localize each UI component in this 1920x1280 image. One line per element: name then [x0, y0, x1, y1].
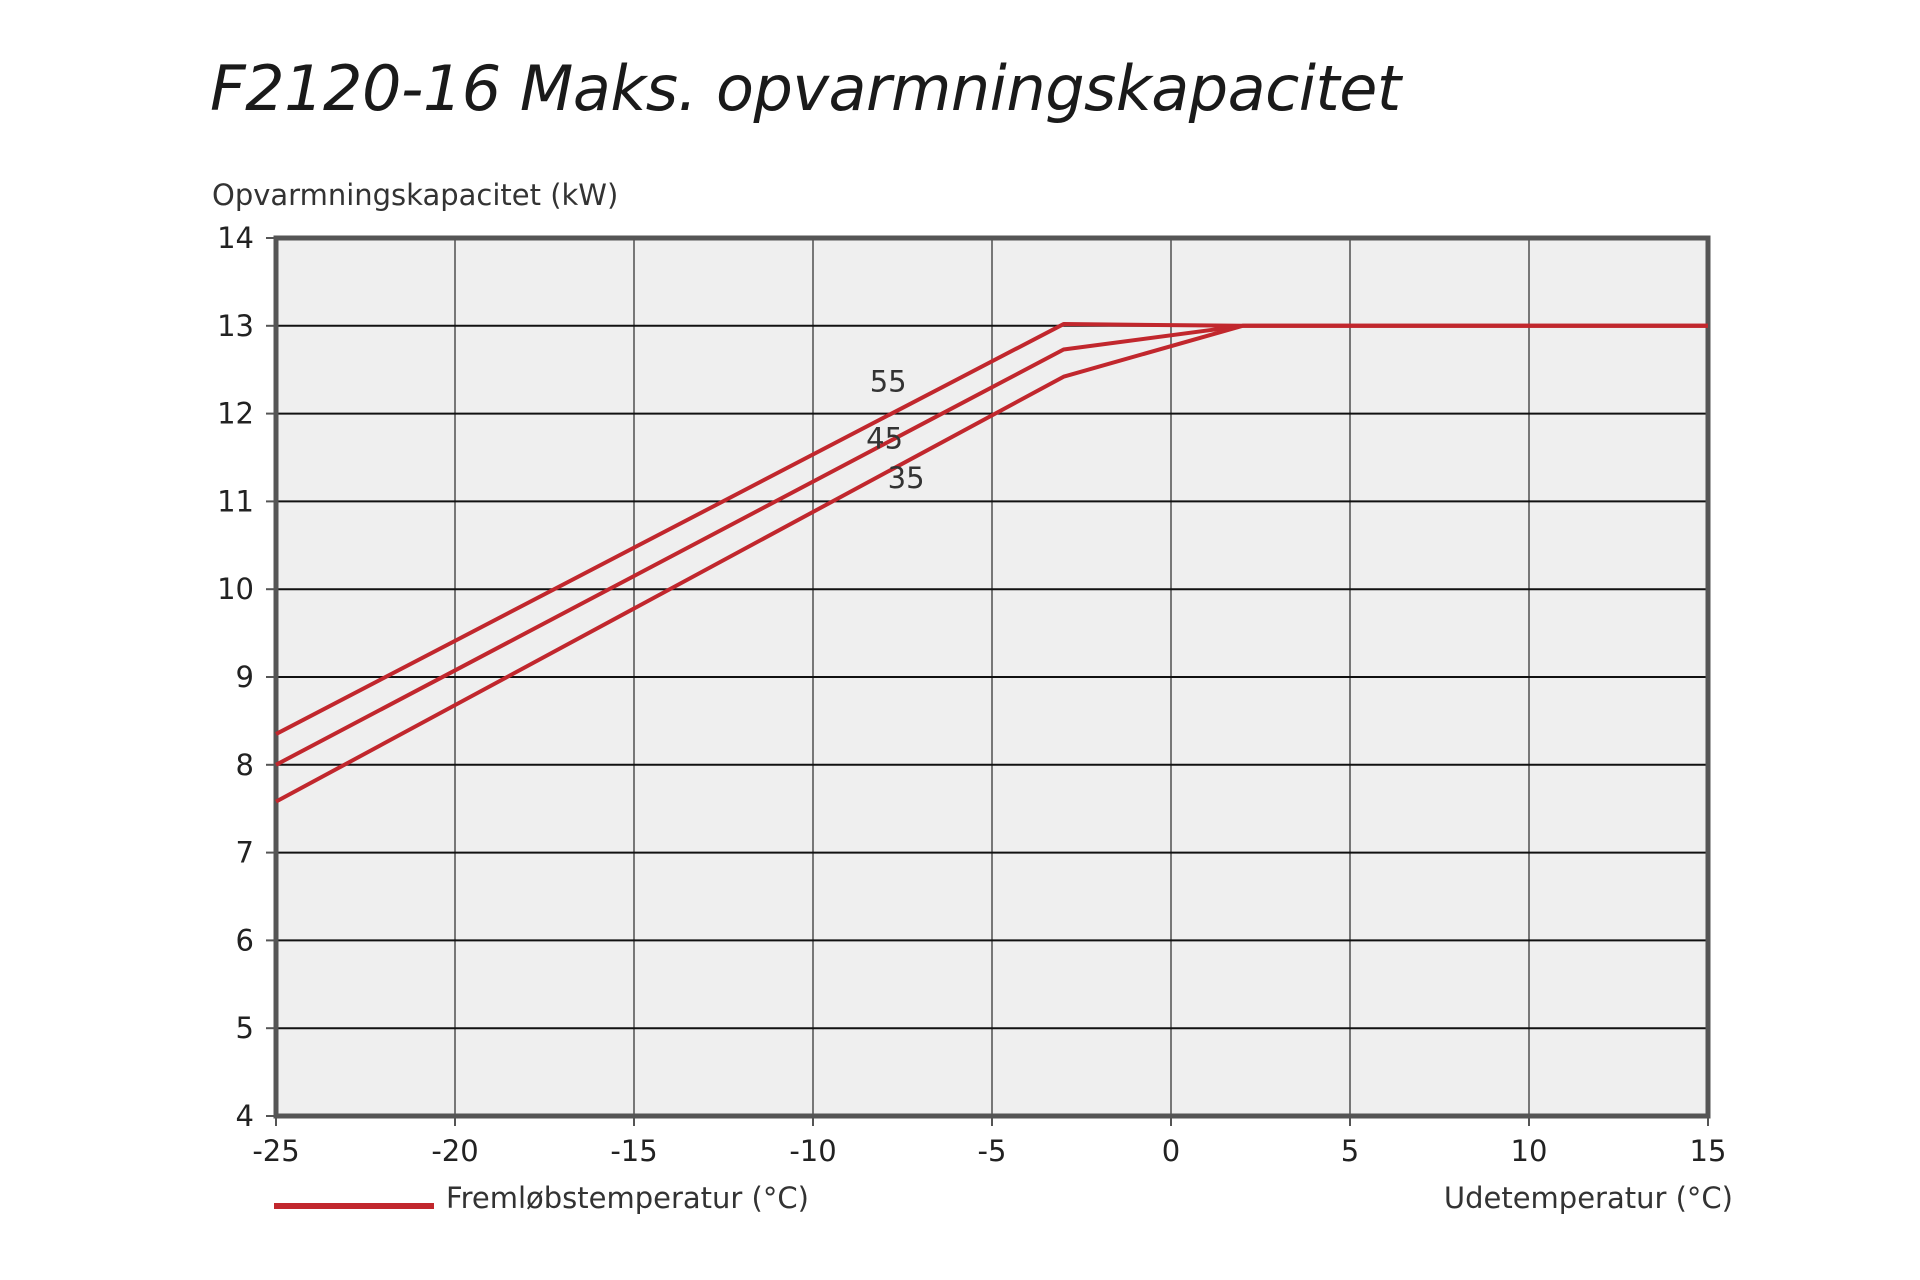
y-tick-label: 14	[217, 221, 254, 255]
x-tick-label: -10	[789, 1134, 836, 1168]
y-tick-label: 6	[236, 923, 254, 957]
series-group: 55 45 35	[275, 322, 1708, 804]
y-tick-label: 5	[236, 1011, 254, 1045]
gridlines	[275, 237, 1709, 1117]
y-tick-label: 11	[217, 484, 254, 518]
x-tick-label: -20	[431, 1134, 478, 1168]
x-tick-label: 10	[1511, 1134, 1548, 1168]
y-tick-label: 9	[236, 660, 254, 694]
y-tick-label: 13	[217, 309, 254, 343]
plot-frame	[273, 235, 1711, 1119]
x-tick-label: 5	[1341, 1134, 1359, 1168]
x-tick-label: -25	[252, 1134, 299, 1168]
x-tick-label: 15	[1690, 1134, 1727, 1168]
y-tick-label: 12	[217, 397, 254, 431]
x-tick-label: 0	[1162, 1134, 1180, 1168]
y-tick-label: 4	[236, 1099, 254, 1133]
series-label-45: 45	[866, 422, 903, 456]
x-tick-label: -5	[978, 1134, 1007, 1168]
x-tick-label: -15	[610, 1134, 657, 1168]
y-tick-label: 7	[236, 836, 254, 870]
legend-label: Fremløbstemperatur (°C)	[446, 1181, 809, 1215]
series-label-55: 55	[870, 365, 907, 399]
x-axis-label: Udetemperatur (°C)	[1444, 1181, 1733, 1215]
chart-title: F2120-16 Maks. opvarmningskapacitet	[210, 52, 1401, 125]
y-axis-label: Opvarmningskapacitet (kW)	[212, 178, 618, 212]
series-line-35	[275, 323, 1708, 804]
y-tick-label: 10	[217, 572, 254, 606]
series-label-35: 35	[888, 461, 925, 495]
y-tick-label: 8	[236, 748, 254, 782]
